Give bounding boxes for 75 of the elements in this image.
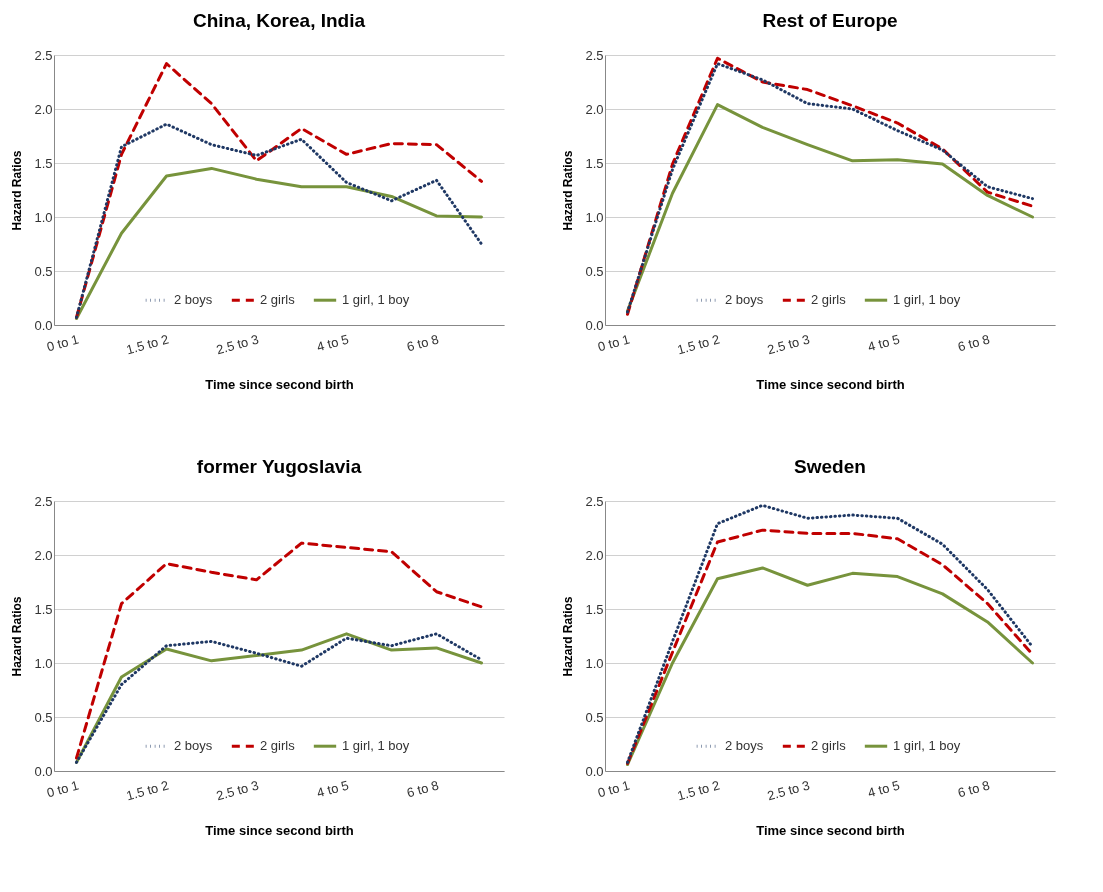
line-series <box>626 103 1034 313</box>
x-tick-label: 2.5 to 3 <box>214 331 261 358</box>
y-tick-label: 0.5 <box>585 709 604 725</box>
y-tick-label: 1.5 <box>34 155 53 171</box>
y-tick-label: 1.0 <box>34 655 53 671</box>
y-axis-title: Hazard Ratios <box>561 596 576 677</box>
chart-title: Sweden <box>794 456 866 477</box>
x-axis-title: Time since second birth <box>205 377 354 393</box>
y-tick-label: 0.0 <box>585 763 604 779</box>
line-series <box>75 632 483 764</box>
y-tick-label: 2.0 <box>34 547 53 563</box>
legend-label: 2 boys <box>174 738 213 754</box>
x-tick-label: 6 to 8 <box>956 331 992 355</box>
chart-title: China, Korea, India <box>192 10 366 31</box>
y-axis-title: Hazard Ratios <box>10 150 25 231</box>
y-tick-label: 2.0 <box>585 101 604 117</box>
x-tick-label: 4 to 5 <box>315 777 351 801</box>
line-series <box>626 566 1034 767</box>
legend-label: 2 girls <box>260 738 296 754</box>
x-axis-title: Time since second birth <box>205 823 354 839</box>
x-tick-label: 0 to 1 <box>596 331 632 355</box>
legend-label: 1 girl, 1 boy <box>893 292 961 308</box>
x-tick-label: 6 to 8 <box>405 331 441 355</box>
y-tick-label: 2.5 <box>585 493 604 509</box>
line-series <box>75 166 483 321</box>
y-tick-label: 0.5 <box>34 263 53 279</box>
x-axis-title: Time since second birth <box>756 823 905 839</box>
y-tick-label: 2.5 <box>34 493 53 509</box>
x-tick-label: 0 to 1 <box>596 777 632 801</box>
x-tick-label: 4 to 5 <box>315 331 351 355</box>
legend-label: 2 boys <box>725 738 764 754</box>
x-tick-label: 2.5 to 3 <box>765 331 812 358</box>
legend-label: 1 girl, 1 boy <box>342 738 410 754</box>
legend-label: 2 girls <box>811 292 847 308</box>
x-tick-label: 1.5 to 2 <box>675 777 722 804</box>
legend-label: 2 boys <box>174 292 213 308</box>
y-tick-label: 1.5 <box>34 601 53 617</box>
legend-label: 2 girls <box>811 738 847 754</box>
line-series <box>75 541 483 760</box>
x-tick-label: 4 to 5 <box>866 777 902 801</box>
y-axis-title: Hazard Ratios <box>10 596 25 677</box>
y-tick-label: 2.5 <box>34 47 53 63</box>
x-tick-label: 1.5 to 2 <box>675 331 722 358</box>
legend-label: 2 girls <box>260 292 296 308</box>
legend-label: 2 boys <box>725 292 764 308</box>
x-tick-label: 1.5 to 2 <box>124 777 171 804</box>
y-tick-label: 1.0 <box>585 209 604 225</box>
line-series <box>75 62 483 319</box>
chart-title: Rest of Europe <box>762 10 898 31</box>
x-axis-title: Time since second birth <box>756 377 905 393</box>
line-series <box>75 122 483 319</box>
y-tick-label: 2.0 <box>585 547 604 563</box>
legend-label: 1 girl, 1 boy <box>893 738 961 754</box>
y-tick-label: 1.5 <box>585 601 604 617</box>
x-tick-label: 2.5 to 3 <box>214 777 261 804</box>
y-tick-label: 0.0 <box>34 317 53 333</box>
x-tick-label: 1.5 to 2 <box>124 331 171 358</box>
y-tick-label: 1.0 <box>34 209 53 225</box>
y-tick-label: 0.0 <box>34 763 53 779</box>
x-tick-label: 4 to 5 <box>866 331 902 355</box>
x-tick-label: 2.5 to 3 <box>765 777 812 804</box>
y-tick-label: 0.0 <box>585 317 604 333</box>
y-tick-label: 0.5 <box>585 263 604 279</box>
x-tick-label: 6 to 8 <box>405 777 441 801</box>
x-tick-label: 0 to 1 <box>45 331 81 355</box>
y-tick-label: 2.5 <box>585 47 604 63</box>
x-tick-label: 0 to 1 <box>45 777 81 801</box>
y-axis-title: Hazard Ratios <box>561 150 576 231</box>
legend-label: 1 girl, 1 boy <box>342 292 410 308</box>
y-tick-label: 2.0 <box>34 101 53 117</box>
y-tick-label: 0.5 <box>34 709 53 725</box>
x-tick-label: 6 to 8 <box>956 777 992 801</box>
y-tick-label: 1.0 <box>585 655 604 671</box>
y-tick-label: 1.5 <box>585 155 604 171</box>
chart-title: former Yugoslavia <box>196 456 362 477</box>
